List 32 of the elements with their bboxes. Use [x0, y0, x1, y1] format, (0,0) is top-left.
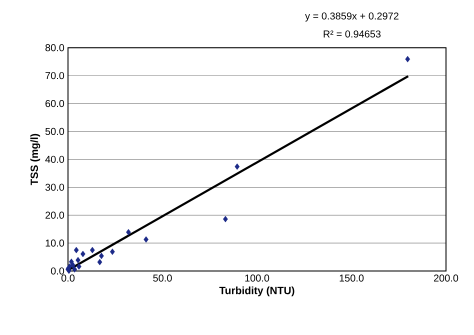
y-tick-label: 40.0: [45, 156, 64, 163]
point: [99, 252, 104, 260]
y-tick-label: 70.0: [46, 72, 64, 80]
x-tick-label: 0.0: [61, 274, 75, 282]
point: [222, 216, 228, 222]
point: [76, 263, 82, 270]
text: y = 0.3859x + 0.2972: [305, 12, 398, 22]
text: R² = 0.94653: [324, 30, 381, 38]
point: [90, 246, 95, 254]
x-tick-label: 200.0: [434, 274, 458, 282]
y-tick-label: 30.0: [45, 184, 64, 191]
y-tick-label: 0.0: [50, 267, 64, 275]
x-tick-label: 150.0: [340, 274, 364, 282]
point: [110, 248, 115, 255]
point: [144, 236, 149, 243]
y-tick-label: 60.0: [46, 100, 64, 108]
point: [76, 256, 80, 264]
point: [80, 250, 86, 258]
x-axis-title: Turbidity (NTU): [219, 286, 294, 296]
y-tick-label: 10.0: [46, 240, 64, 247]
x-tick-label: 50.0: [153, 274, 172, 282]
point: [74, 246, 79, 254]
point: [97, 258, 102, 266]
y-tick-label: 50.0: [45, 128, 64, 135]
x-tick-label: 100.0: [245, 274, 270, 282]
y-tick-label: 20.0: [46, 212, 64, 219]
point: [405, 56, 410, 62]
point: [234, 163, 240, 170]
y-tick-label: 80.0: [45, 44, 64, 52]
point: [72, 266, 78, 273]
y-axis-title: TSS (mg/l): [30, 134, 40, 186]
point: [126, 229, 131, 236]
